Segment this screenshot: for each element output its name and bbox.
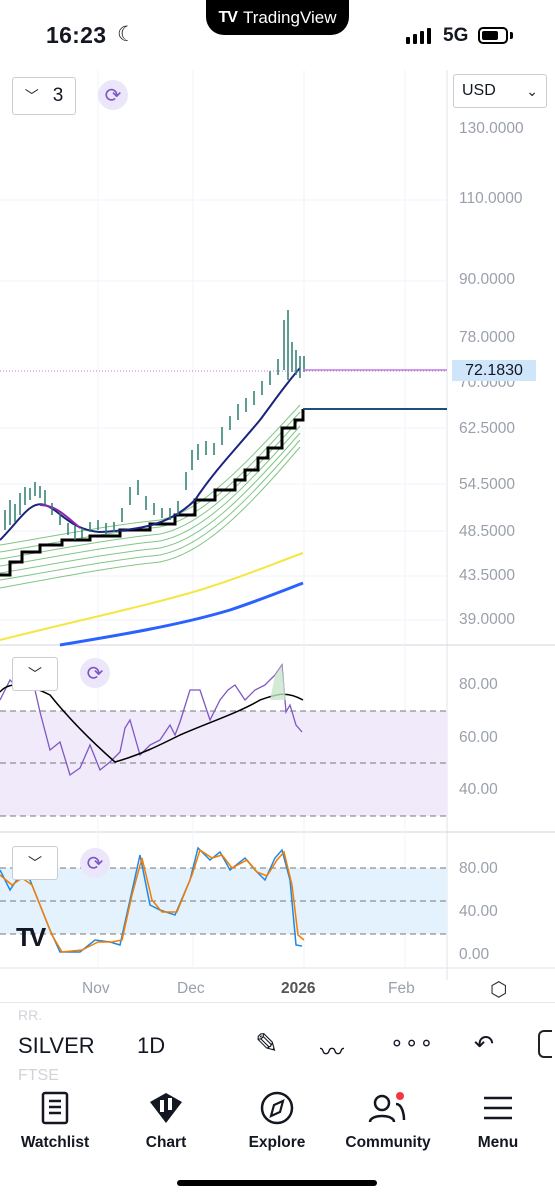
undo-icon[interactable]: ↶ bbox=[474, 1031, 495, 1058]
short-ma-line bbox=[39, 504, 81, 529]
price-axis-label: 130.0000 bbox=[459, 120, 524, 137]
price-axis-label: 90.0000 bbox=[459, 271, 516, 288]
sync-icon[interactable]: ⟳ bbox=[80, 848, 110, 878]
price-axis-label: 110.0000 bbox=[459, 190, 523, 207]
last-price-tag: 72.1830 bbox=[452, 360, 536, 381]
app-name: TradingView bbox=[242, 7, 337, 27]
time-axis-label: 2026 bbox=[281, 980, 316, 997]
currency-label: USD bbox=[462, 82, 496, 99]
stoch-axis-label: 80.00 bbox=[459, 860, 498, 877]
price-axis-label: 39.0000 bbox=[459, 611, 516, 628]
sync-icon[interactable]: ⟳ bbox=[80, 658, 110, 688]
candles bbox=[4, 310, 305, 540]
network-type: 5G bbox=[443, 25, 469, 46]
ghost-text: RR. bbox=[18, 1007, 43, 1023]
tab-watchlist[interactable]: Watchlist bbox=[5, 1090, 105, 1152]
price-grid bbox=[0, 199, 447, 621]
ma-ribbon bbox=[0, 404, 301, 589]
tradingview-logo-icon: TV bbox=[218, 8, 237, 26]
layout-count: 3 bbox=[52, 85, 64, 106]
chart-settings-icon[interactable]: ⬡ bbox=[490, 979, 508, 1001]
chart-canvas[interactable] bbox=[0, 70, 555, 980]
menu-icon bbox=[484, 1096, 512, 1120]
blue-ma-line bbox=[59, 581, 304, 647]
status-time: 16:23 bbox=[46, 22, 107, 48]
do-not-disturb-icon: ☾ bbox=[117, 23, 136, 46]
price-axis-label: 43.5000 bbox=[459, 567, 516, 584]
tab-community[interactable]: Community bbox=[338, 1090, 438, 1152]
tab-label: Menu bbox=[477, 1134, 519, 1151]
stoch-collapse-button[interactable]: ﹀ bbox=[12, 846, 58, 880]
battery-icon bbox=[478, 27, 508, 44]
home-indicator bbox=[177, 1180, 377, 1186]
battery-nub bbox=[510, 32, 513, 39]
tab-chart[interactable]: Chart bbox=[116, 1090, 216, 1152]
currency-selector[interactable]: USD ⌄ bbox=[453, 74, 547, 108]
tab-label: Community bbox=[345, 1134, 431, 1151]
signal-icon bbox=[406, 28, 431, 44]
time-axis-label: Feb bbox=[388, 980, 415, 997]
ema-line bbox=[0, 367, 301, 541]
chevron-down-icon: ﹀ bbox=[24, 88, 39, 104]
chevron-down-icon: ﹀ bbox=[28, 666, 42, 682]
app-banner[interactable]: TV TradingView bbox=[206, 0, 349, 35]
price-axis-label: 48.5000 bbox=[459, 523, 516, 540]
price-axis-label: 62.5000 bbox=[459, 420, 516, 437]
rsi-collapse-button[interactable]: ﹀ bbox=[12, 657, 58, 691]
step-line bbox=[0, 409, 305, 577]
watchlist-icon bbox=[41, 1091, 69, 1125]
interval-button[interactable]: 1D bbox=[137, 1033, 166, 1058]
price-axis-label: 78.0000 bbox=[459, 329, 516, 346]
time-axis-label: Nov bbox=[82, 980, 110, 997]
time-grid bbox=[97, 70, 406, 968]
indicators-icon[interactable]: 〰 bbox=[320, 1039, 344, 1066]
rsi-ma-line bbox=[0, 684, 304, 763]
symbol-button[interactable]: SILVER bbox=[18, 1033, 95, 1058]
fullscreen-icon[interactable] bbox=[538, 1030, 552, 1058]
price-axis-label: 54.5000 bbox=[459, 476, 516, 493]
stoch-levels bbox=[0, 867, 447, 935]
yellow-ma-line bbox=[0, 552, 304, 641]
chevron-down-icon: ﹀ bbox=[28, 855, 42, 871]
chevron-down-icon: ⌄ bbox=[526, 82, 538, 99]
community-icon bbox=[368, 1092, 406, 1123]
tab-label: Watchlist bbox=[20, 1134, 90, 1151]
rsi-levels bbox=[0, 710, 447, 817]
rsi-axis-label: 60.00 bbox=[459, 729, 498, 746]
rsi-overbought-fill bbox=[270, 665, 286, 700]
time-axis-label: Dec bbox=[177, 980, 205, 997]
rsi-axis-label: 40.00 bbox=[459, 781, 498, 798]
more-icon[interactable]: ∘∘∘ bbox=[390, 1030, 435, 1055]
pen-icon[interactable]: ✎ bbox=[255, 1028, 279, 1059]
rsi-axis-label: 80.00 bbox=[459, 676, 498, 693]
tab-label: Chart bbox=[145, 1134, 187, 1151]
sync-icon[interactable]: ⟳ bbox=[98, 80, 128, 110]
tradingview-watermark-icon: TV bbox=[16, 922, 46, 952]
tab-explore[interactable]: Explore bbox=[227, 1090, 327, 1152]
chart-icon bbox=[150, 1093, 182, 1123]
stoch-d-line bbox=[0, 848, 305, 953]
stoch-axis-label: 40.00 bbox=[459, 903, 498, 920]
tab-menu[interactable]: Menu bbox=[448, 1090, 548, 1152]
ghost-text: FTSE bbox=[18, 1067, 59, 1084]
layout-selector[interactable]: ﹀ 3 bbox=[12, 77, 76, 115]
rsi-line bbox=[0, 663, 303, 777]
compass-icon bbox=[260, 1091, 294, 1125]
tab-label: Explore bbox=[248, 1134, 306, 1151]
stoch-axis-label: 0.00 bbox=[459, 946, 490, 963]
toolbar-divider bbox=[0, 1002, 555, 1003]
